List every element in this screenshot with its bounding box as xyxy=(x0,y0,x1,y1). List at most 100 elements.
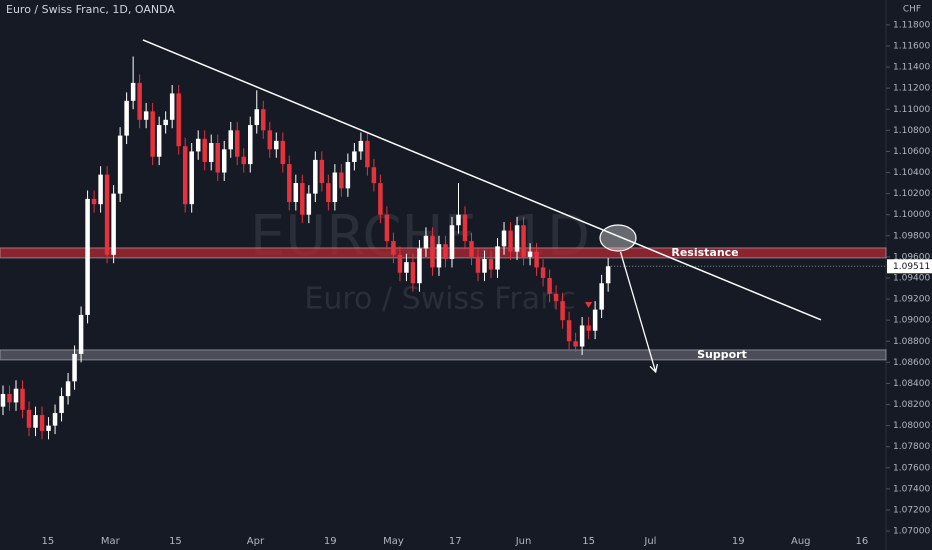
y-tick-label: 1.10600 xyxy=(893,147,930,157)
y-tick-label: 1.08200 xyxy=(893,400,930,410)
candle-body xyxy=(592,309,598,331)
y-tick-label: 1.08800 xyxy=(893,337,930,347)
candle-body xyxy=(391,241,396,255)
arrow-head xyxy=(649,363,658,374)
candle-body xyxy=(358,140,364,152)
x-tick-label: 15 xyxy=(582,536,595,547)
y-tick-label: 1.10400 xyxy=(893,168,930,178)
y-tick-label: 1.07400 xyxy=(893,484,930,494)
candle-body xyxy=(345,161,351,189)
candle-body xyxy=(169,93,175,120)
candle-body xyxy=(20,388,25,410)
candle-body xyxy=(59,396,64,413)
candle-body xyxy=(202,138,207,162)
candle-body xyxy=(547,277,552,294)
y-tick-label: 1.11600 xyxy=(893,41,930,51)
candle-body xyxy=(410,262,416,284)
y-tick-label: 1.09000 xyxy=(893,316,930,326)
candle-body xyxy=(124,100,129,136)
candle-body xyxy=(378,183,383,215)
x-tick-label: Aug xyxy=(791,536,811,547)
candle-body xyxy=(579,325,585,347)
candle-body xyxy=(248,125,253,165)
y-tick-label: 1.11800 xyxy=(893,20,930,30)
x-tick-label: 19 xyxy=(732,536,745,547)
x-tick-label: Jul xyxy=(643,536,656,547)
candle-body xyxy=(150,111,155,157)
candle-body xyxy=(228,130,233,150)
y-tick-label: 1.09600 xyxy=(893,252,930,262)
candle-body xyxy=(280,140,286,165)
candle-body xyxy=(91,198,97,205)
trendline xyxy=(142,39,822,321)
x-tick-label: 15 xyxy=(42,536,55,547)
candle-body xyxy=(352,151,357,162)
candle-body xyxy=(326,183,331,203)
candle-body xyxy=(404,262,409,273)
candle-body xyxy=(52,412,58,426)
candle-body xyxy=(521,225,526,257)
candle-body xyxy=(293,183,299,203)
candle-body xyxy=(566,320,572,342)
candle-body xyxy=(189,151,194,205)
candle-body xyxy=(39,415,45,431)
y-tick-label: 1.11400 xyxy=(893,63,930,73)
candle-body xyxy=(156,125,162,157)
candle-body xyxy=(163,119,168,126)
candle-body xyxy=(0,393,6,407)
currency: CHF xyxy=(903,5,921,15)
candle-body xyxy=(449,225,455,260)
watermark-name: Euro / Swiss Franc xyxy=(304,282,575,317)
highlight-circle xyxy=(599,224,637,252)
candle-body xyxy=(339,172,344,189)
y-tick-label: 1.07200 xyxy=(893,505,930,515)
candle-body xyxy=(208,142,214,162)
candle-body xyxy=(501,230,507,247)
candle-body xyxy=(117,135,123,194)
candle-body xyxy=(72,353,77,382)
zone xyxy=(0,349,887,361)
x-tick-label: 16 xyxy=(856,536,869,547)
y-tick-label: 1.09200 xyxy=(893,295,930,305)
candle-body xyxy=(221,149,227,173)
candle-body xyxy=(287,164,292,203)
candle-body xyxy=(130,82,136,101)
candle-body xyxy=(495,246,500,270)
candle-body xyxy=(319,159,325,184)
candle-body xyxy=(475,256,481,273)
candle-body xyxy=(397,254,403,273)
arrow xyxy=(619,251,657,373)
candle-body xyxy=(534,251,539,268)
candle-body xyxy=(417,248,422,284)
candle-body xyxy=(13,388,19,403)
candle-body xyxy=(313,159,318,194)
x-tick-label: Jun xyxy=(515,536,532,547)
candle-body xyxy=(46,425,51,431)
candle-body xyxy=(384,214,390,242)
candle-body xyxy=(371,167,377,184)
candle-body xyxy=(508,230,513,252)
candle-body xyxy=(332,172,338,203)
signal-marker xyxy=(585,302,592,308)
candle-body xyxy=(488,259,494,270)
candle-body xyxy=(234,130,240,157)
last-price-tag xyxy=(887,259,932,274)
zone-label: Resistance xyxy=(671,246,738,259)
candle-body xyxy=(586,325,591,331)
candle-body xyxy=(469,241,474,257)
candle-body xyxy=(98,174,103,205)
candle-body xyxy=(111,193,116,255)
candle-body xyxy=(436,244,442,268)
y-tick-label: 1.07800 xyxy=(893,442,930,452)
y-tick-label: 1.09400 xyxy=(893,273,930,283)
candle-body xyxy=(430,235,435,268)
x-tick-label: May xyxy=(383,536,404,547)
candle-body xyxy=(456,214,461,226)
candle-body xyxy=(254,109,260,126)
candle-body xyxy=(78,314,84,354)
zone-label: Support xyxy=(697,348,747,361)
y-tick-label: 1.08600 xyxy=(893,358,930,368)
